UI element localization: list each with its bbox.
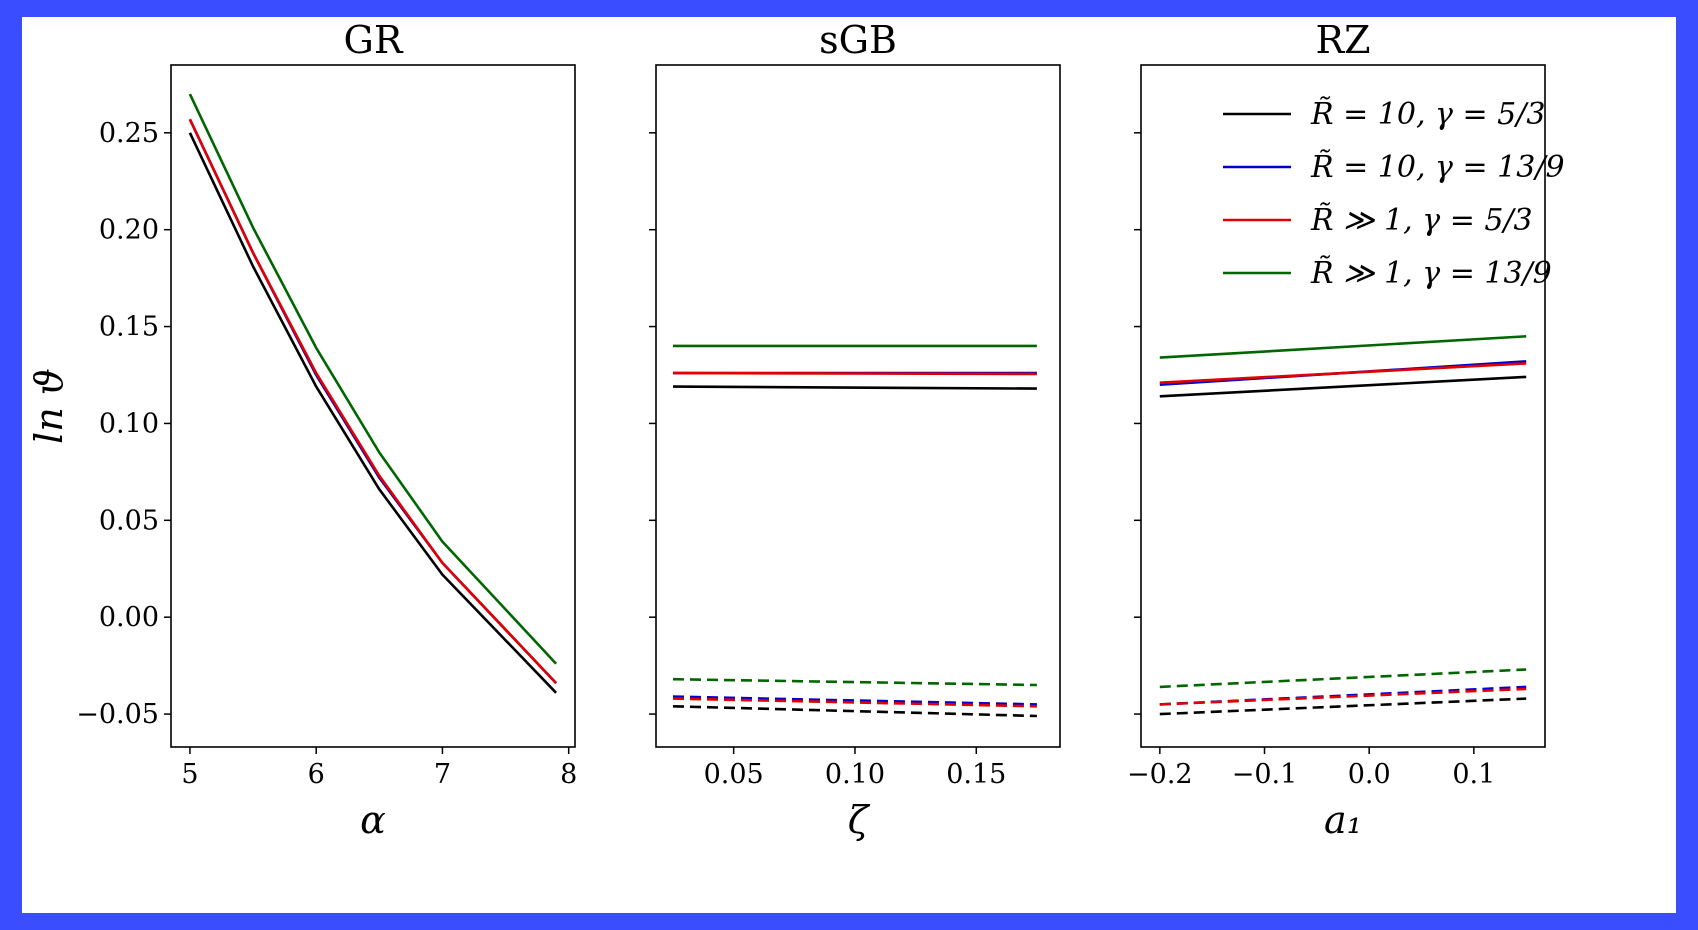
series-line-1-4 xyxy=(188,93,558,665)
legend-label: R̃ = 10, γ = 5/3 xyxy=(1310,97,1545,132)
y-tick-label: 0.10 xyxy=(99,408,159,439)
y-tick-label: 0.20 xyxy=(99,215,159,246)
x-tick-label: −0.2 xyxy=(1127,759,1193,790)
x-tick-label: 0.05 xyxy=(704,759,764,790)
y-tick-label: 0.15 xyxy=(99,312,159,343)
y-tick-label: 0.00 xyxy=(99,602,159,633)
series-line-3-8 xyxy=(1159,668,1527,689)
x-tick-label: 0.10 xyxy=(825,759,885,790)
panel-1: 5 6 7 8 −0.05 0.00 0.05 0.10 0.15 0.20 0.25 GR α ln ϑ xyxy=(27,18,577,842)
series-line-2-6 xyxy=(672,695,1037,706)
y-tick-label: 0.25 xyxy=(99,118,159,149)
series-line-3-4 xyxy=(1159,335,1527,359)
x-tick-label: 8 xyxy=(560,759,577,790)
series-line-1-3 xyxy=(188,118,558,684)
x-tick-label: 7 xyxy=(434,759,451,790)
y-tick-label: 0.05 xyxy=(99,505,159,536)
series-line-3-3 xyxy=(1159,362,1527,384)
series-line-3-1 xyxy=(1159,375,1527,398)
series-line-2-5 xyxy=(672,705,1037,718)
panel-title: RZ xyxy=(1315,18,1370,62)
legend-label: R̃ = 10, γ = 13/9 xyxy=(1310,150,1565,185)
series-line-3-5 xyxy=(1159,697,1527,716)
series-line-1-1 xyxy=(188,132,558,694)
x-tick-label: 0.0 xyxy=(1348,759,1391,790)
series-line-2-3 xyxy=(672,371,1037,376)
legend-label: R̃ ≫ 1, γ = 5/3 xyxy=(1310,203,1533,238)
x-tick-label: 5 xyxy=(181,759,198,790)
panel-2: 0.05 0.10 0.15 sGB ζ xyxy=(649,18,1061,842)
axes-frame xyxy=(170,64,576,748)
x-tick-label: 0.1 xyxy=(1452,759,1495,790)
y-tick-label: −0.05 xyxy=(76,699,159,730)
x-tick-label: 0.15 xyxy=(946,759,1006,790)
x-axis-label: α xyxy=(360,798,386,842)
series-line-3-7 xyxy=(1159,687,1527,706)
panel-title: sGB xyxy=(819,18,897,62)
x-tick-label: −0.1 xyxy=(1232,759,1298,790)
series-line-2-8 xyxy=(672,677,1037,687)
panel-title: GR xyxy=(344,18,404,62)
legend-label: R̃ ≫ 1, γ = 13/9 xyxy=(1310,256,1552,291)
series-line-2-7 xyxy=(672,697,1037,708)
series-line-1-2 xyxy=(188,118,558,684)
axes-frame xyxy=(1140,64,1546,748)
figure: 5 6 7 8 −0.05 0.00 0.05 0.10 0.15 0.20 0.25 GR α ln ϑ… xyxy=(22,17,1676,913)
chart-svg: 5 6 7 8 −0.05 0.00 0.05 0.10 0.15 0.20 0.25 GR α ln ϑ… xyxy=(27,18,1565,842)
series-line-2-1 xyxy=(672,385,1037,390)
legend: R̃ = 10, γ = 5/3 R̃ = 10, γ = 13/9 R̃ ≫ 1,… xyxy=(1223,97,1565,291)
x-axis-label: ζ xyxy=(848,798,871,842)
axes-frame xyxy=(655,64,1061,748)
x-axis-label: a₁ xyxy=(1324,798,1362,842)
y-axis-label: ln ϑ xyxy=(27,368,71,444)
x-tick-label: 6 xyxy=(308,759,325,790)
